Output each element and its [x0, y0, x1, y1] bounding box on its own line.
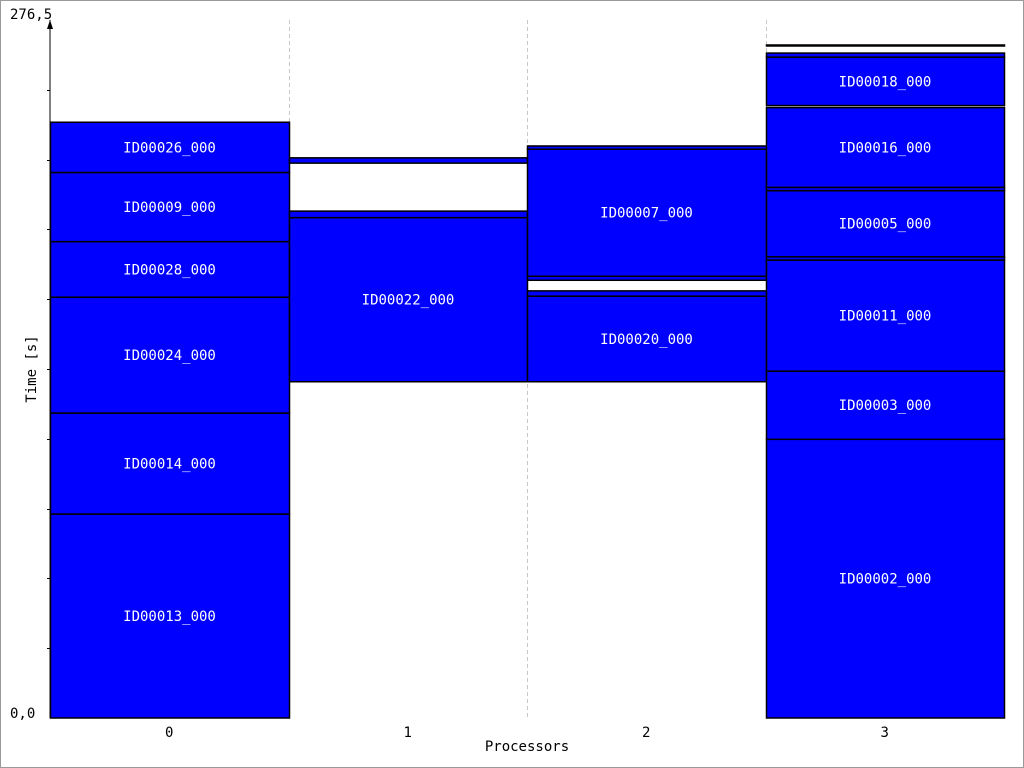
x-tick-label: 3	[881, 725, 889, 741]
task-bar	[526, 290, 768, 297]
y-tick-label-min: 0,0	[10, 706, 35, 722]
task-label: ID00016_000	[839, 140, 932, 156]
x-axis-title: Processors	[485, 739, 569, 755]
task-label: ID00002_000	[839, 572, 932, 588]
task-bar	[288, 216, 529, 383]
task-label: ID00011_000	[839, 309, 932, 325]
task-bar	[765, 52, 1006, 58]
task-bar	[765, 259, 1006, 372]
task-label: ID00014_000	[123, 457, 216, 473]
task-label: ID00005_000	[839, 217, 932, 233]
task-bar	[765, 44, 1006, 47]
task-bar	[49, 171, 291, 243]
task-bar	[526, 145, 768, 150]
task-bar	[288, 210, 529, 219]
task-label: ID00018_000	[839, 74, 932, 90]
y-axis-arrow-icon	[47, 20, 53, 29]
x-tick-labels: 0 1 2 3	[165, 725, 889, 741]
y-ticks	[47, 90, 50, 649]
x-tick-label: 1	[404, 725, 412, 741]
task-bar	[526, 295, 768, 383]
x-tick-label: 0	[165, 725, 173, 741]
task-label: ID00020_000	[600, 332, 693, 348]
x-tick-label: 2	[642, 725, 650, 741]
y-axis-title: Time [s]	[24, 335, 40, 402]
task-label: ID00028_000	[123, 262, 216, 278]
task-label: ID00009_000	[123, 200, 216, 216]
task-label: ID00024_000	[123, 348, 216, 364]
y-tick-label-max: 276,5	[10, 7, 52, 23]
task-label: ID00003_000	[839, 398, 932, 414]
task-label: ID00022_000	[362, 293, 455, 309]
task-bars	[49, 44, 1006, 719]
task-labels: ID00013_000 ID00014_000 ID00024_000 ID00028…	[123, 74, 931, 625]
task-bar	[765, 106, 1006, 189]
task-label: ID00007_000	[600, 206, 693, 222]
task-bar	[288, 157, 529, 164]
task-bar	[765, 438, 1006, 719]
task-label: ID00013_000	[123, 609, 216, 625]
task-bar	[765, 370, 1006, 441]
task-bar	[765, 56, 1006, 107]
task-bar	[49, 513, 291, 719]
task-label: ID00026_000	[123, 140, 216, 156]
